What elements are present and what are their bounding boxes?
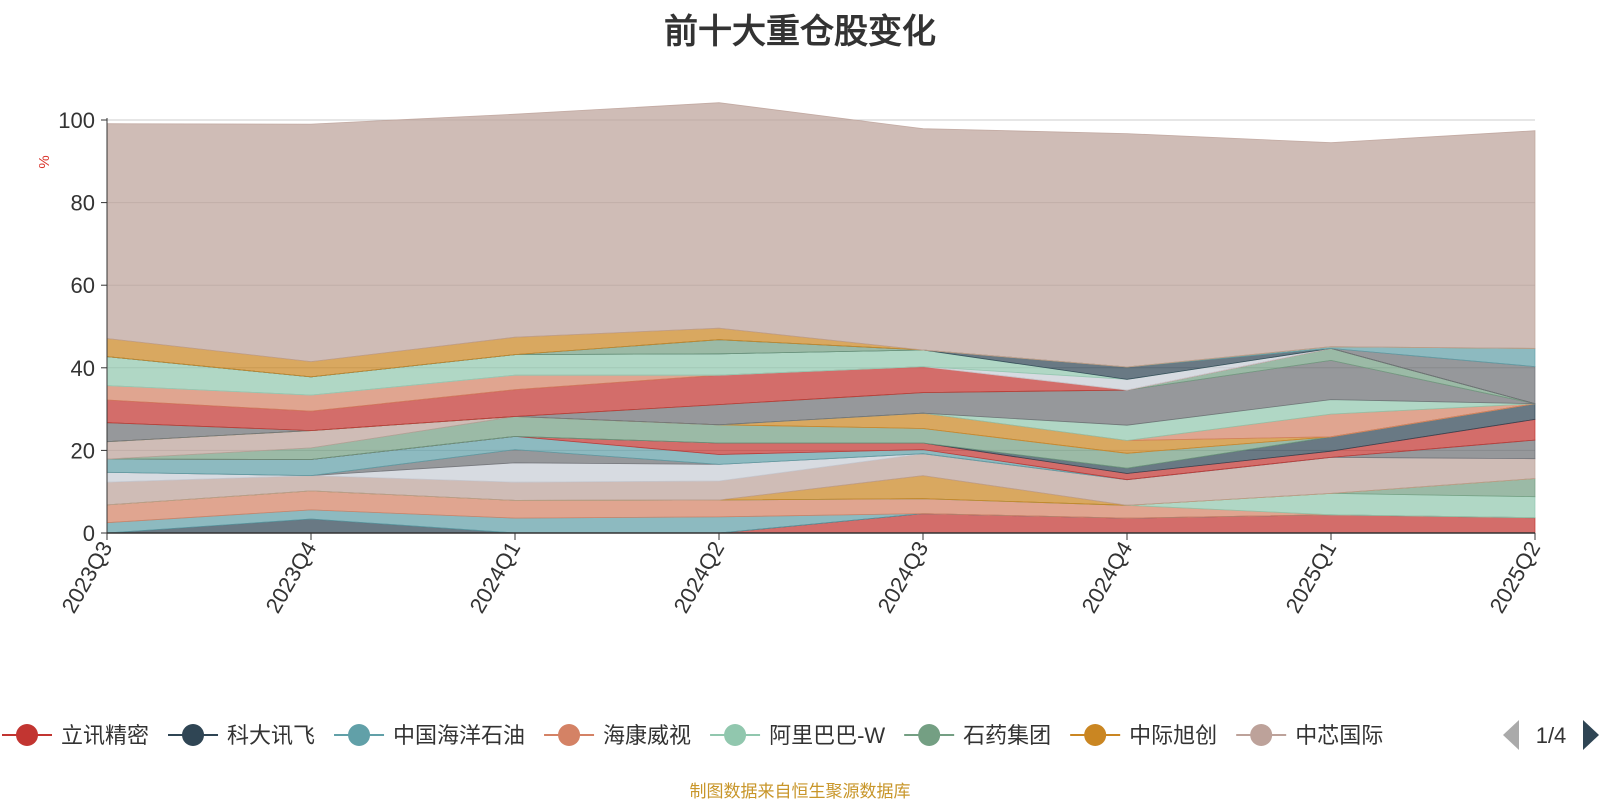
legend-marker <box>918 724 941 746</box>
x-tick-label-2024Q1: 2024Q1 <box>465 537 526 617</box>
legend-item-科大讯飞[interactable]: 科大讯飞 <box>168 723 315 748</box>
data-source-note: 制图数据来自恒生聚源数据库 <box>689 782 911 801</box>
x-tick-label-2024Q4: 2024Q4 <box>1077 537 1138 617</box>
area-series <box>106 102 1536 534</box>
legend-label: 科大讯飞 <box>227 723 315 748</box>
chart-title: 前十大重仓股变化 <box>664 13 936 51</box>
legend: 立讯精密 科大讯飞 中国海洋石油 海康威视 阿里巴巴-W 石药集团 中际旭创 中芯国际 1/4 <box>2 720 1599 750</box>
y-tick-label-100: 100 <box>58 108 95 133</box>
legend-page-indicator: 1/4 <box>1536 723 1567 748</box>
legend-item-石药集团[interactable]: 石药集团 <box>904 723 1051 748</box>
legend-label: 石药集团 <box>963 723 1051 748</box>
legend-next-page-icon[interactable] <box>1583 720 1599 750</box>
legend-label: 中国海洋石油 <box>393 723 525 748</box>
legend-marker <box>348 724 371 746</box>
legend-label: 立讯精密 <box>61 723 149 748</box>
y-axis-label: % <box>36 155 53 168</box>
legend-item-阿里巴巴-W[interactable]: 阿里巴巴-W <box>710 723 885 748</box>
x-tick-label-2025Q1: 2025Q1 <box>1281 537 1342 617</box>
x-tick-label-2023Q4: 2023Q4 <box>261 537 322 617</box>
x-tick-label-2023Q3: 2023Q3 <box>57 537 118 617</box>
legend-item-中际旭创[interactable]: 中际旭创 <box>1070 723 1217 748</box>
x-tick-label-2024Q2: 2024Q2 <box>669 537 730 617</box>
y-tick-label-60: 60 <box>71 273 95 298</box>
legend-marker <box>1084 724 1107 746</box>
legend-prev-page-icon[interactable] <box>1503 720 1519 750</box>
x-tick-label-2024Q3: 2024Q3 <box>873 537 934 617</box>
legend-marker <box>1250 724 1273 746</box>
x-tick-label-2025Q2: 2025Q2 <box>1485 537 1546 617</box>
legend-label: 海康威视 <box>603 723 691 748</box>
y-tick-label-0: 0 <box>83 521 95 546</box>
legend-marker <box>558 724 581 746</box>
legend-label: 阿里巴巴-W <box>769 723 885 748</box>
legend-item-中国海洋石油[interactable]: 中国海洋石油 <box>334 723 525 748</box>
legend-marker <box>182 724 205 746</box>
legend-item-中芯国际[interactable]: 中芯国际 <box>1236 723 1383 748</box>
legend-marker <box>724 724 747 746</box>
y-tick-label-40: 40 <box>71 356 95 381</box>
y-tick-label-80: 80 <box>71 191 95 216</box>
area-series-29 <box>106 102 1536 368</box>
legend-item-海康威视[interactable]: 海康威视 <box>544 723 691 748</box>
legend-marker <box>16 724 38 746</box>
legend-label: 中芯国际 <box>1295 723 1383 748</box>
y-tick-label-20: 20 <box>71 438 95 463</box>
legend-label: 中际旭创 <box>1129 723 1217 748</box>
legend-item-立讯精密[interactable]: 立讯精密 <box>2 723 149 748</box>
